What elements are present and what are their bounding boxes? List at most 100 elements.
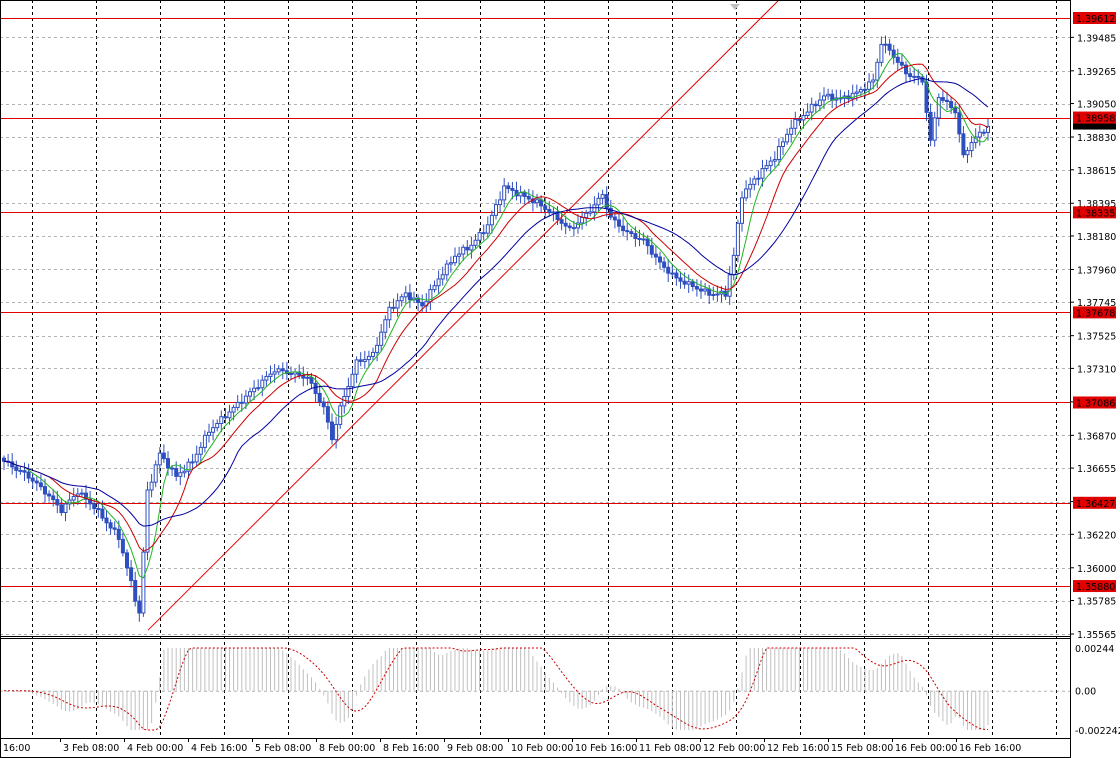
- candle-body: [325, 406, 330, 423]
- candle-body: [649, 245, 654, 255]
- candle-body: [371, 351, 375, 357]
- candle-body: [748, 183, 753, 190]
- candle-body: [51, 495, 56, 501]
- candle-body: [436, 278, 441, 287]
- candle-body: [108, 522, 113, 529]
- candle-body: [760, 168, 765, 179]
- y-tick-label: 1.39265: [1077, 67, 1116, 78]
- candle-body: [321, 401, 326, 408]
- candle-body: [986, 125, 990, 133]
- y-tick-label: 1.37745: [1077, 298, 1116, 309]
- trendline[interactable]: [147, 0, 820, 631]
- y-tick-label: 1.38830: [1077, 133, 1116, 144]
- candle-body: [666, 266, 671, 274]
- candle-body: [383, 319, 388, 333]
- candle-body: [571, 227, 576, 230]
- osc-tick-label: 0.00: [1075, 687, 1096, 698]
- level-price-tag[interactable]: [1073, 12, 1116, 24]
- candle-body: [313, 382, 318, 394]
- x-tick-label: 16:00: [3, 743, 30, 754]
- candle-body: [465, 246, 470, 251]
- candle-body: [338, 405, 343, 425]
- candle-body: [735, 222, 740, 256]
- y-axis-labels: 1.39485 1.39265 1.39050 1.38830 1.38615 1.383…: [1070, 12, 1120, 737]
- candle-body: [752, 178, 757, 185]
- candle-body: [223, 416, 228, 419]
- candle-body: [194, 453, 199, 463]
- candle-body: [658, 256, 662, 263]
- candle-body: [104, 517, 109, 524]
- candle-body: [567, 225, 572, 229]
- candle-body: [215, 423, 220, 429]
- candle-body: [34, 480, 39, 484]
- candle-body: [485, 224, 490, 234]
- candle-body: [2, 457, 6, 462]
- candle-body: [211, 427, 216, 433]
- candle-body: [166, 458, 170, 469]
- candle-body: [887, 43, 892, 51]
- x-tick-label: 10 Feb 00:00: [511, 743, 573, 754]
- candle-body: [473, 239, 478, 246]
- candle-body: [243, 395, 248, 404]
- y-tick-label: 1.38615: [1077, 166, 1116, 177]
- candle-body: [830, 93, 835, 101]
- candle-body: [789, 127, 794, 135]
- candle-body: [407, 292, 412, 301]
- candle-body: [813, 103, 818, 107]
- level-price-tag[interactable]: [1073, 306, 1116, 319]
- x-tick-label: 12 Feb 00:00: [703, 743, 765, 754]
- candle-body: [260, 379, 265, 389]
- level-price-label: 1.38335: [1076, 208, 1115, 219]
- candle-body: [781, 141, 785, 147]
- candle-body: [43, 486, 47, 495]
- candle-body: [354, 359, 359, 375]
- candle-body: [457, 253, 462, 257]
- y-tick-label: 1.37525: [1077, 332, 1116, 343]
- candle-body: [235, 401, 240, 408]
- candle-body: [703, 288, 708, 292]
- candle-body: [916, 75, 921, 78]
- osc-tick-label: 0.00244: [1075, 644, 1114, 655]
- chart-shift-marker[interactable]: [730, 4, 740, 10]
- candle-body: [699, 288, 703, 292]
- level-price-tag[interactable]: [1073, 396, 1116, 409]
- candle-body: [510, 188, 515, 191]
- candle-body: [891, 49, 896, 58]
- level-price-tag[interactable]: [1073, 580, 1116, 593]
- candle-body: [940, 97, 945, 101]
- candle-body: [47, 493, 52, 497]
- candle-body: [543, 205, 548, 210]
- candle-body: [871, 79, 876, 83]
- candle-body: [92, 503, 97, 510]
- candle-body: [112, 527, 117, 530]
- candle-body: [190, 461, 195, 464]
- candle-body: [547, 208, 552, 214]
- candle-body: [22, 470, 27, 473]
- y-tick-label: 1.38395: [1077, 199, 1116, 210]
- level-price-tag[interactable]: [1073, 111, 1116, 124]
- candle-body: [817, 99, 822, 107]
- level-price-label: 1.37086: [1076, 398, 1115, 409]
- candle-body: [305, 376, 310, 379]
- candle-body: [764, 165, 769, 170]
- candle-body: [957, 112, 962, 135]
- candle-body: [740, 197, 744, 224]
- candle-body: [879, 43, 884, 63]
- level-price-tag[interactable]: [1073, 496, 1116, 509]
- candle-body: [387, 306, 392, 321]
- y-tick-label: 1.37310: [1077, 364, 1116, 375]
- candle-body: [793, 118, 798, 129]
- candle-body: [330, 421, 334, 441]
- candle-body: [637, 238, 642, 241]
- level-price-tag[interactable]: [1073, 206, 1116, 219]
- trendline[interactable]: [147, 0, 820, 631]
- candle-body: [875, 61, 880, 81]
- x-tick-label: 15 Feb 08:00: [831, 743, 893, 754]
- candle-body: [272, 371, 277, 375]
- moving-averages: [3, 52, 989, 579]
- candle-body: [826, 93, 831, 97]
- candle-body: [133, 580, 138, 602]
- y-tick-label: 1.36000: [1077, 564, 1116, 575]
